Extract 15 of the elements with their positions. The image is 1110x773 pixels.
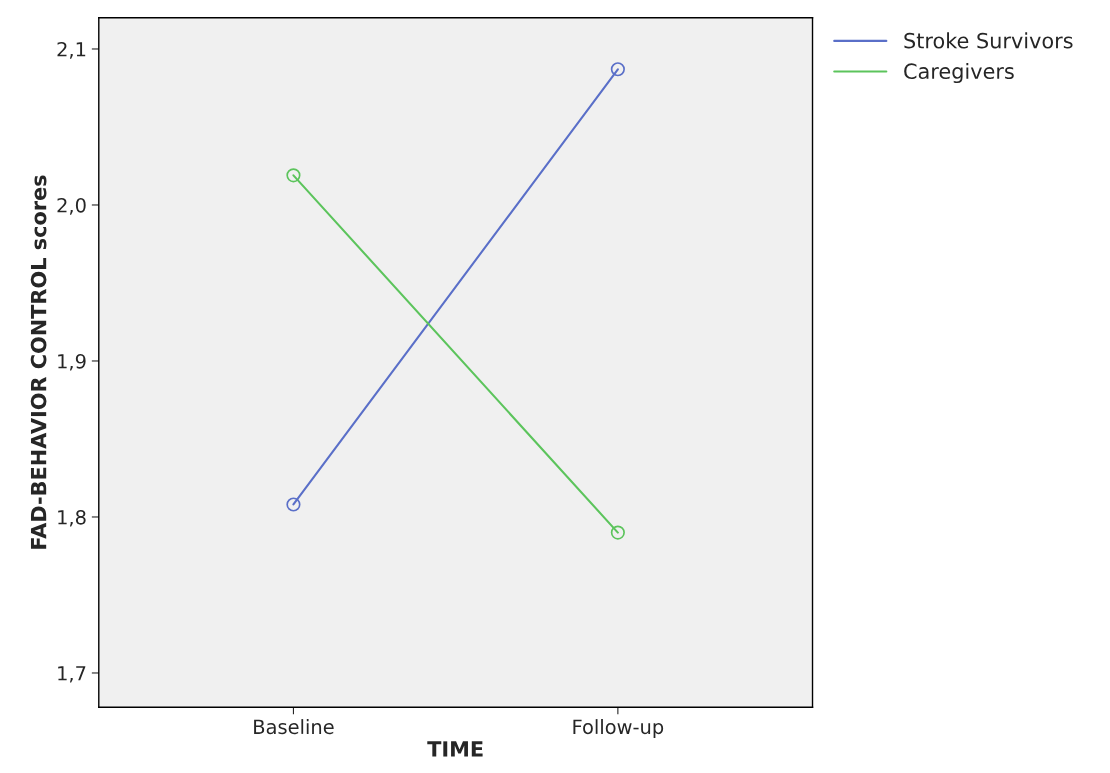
x-tick-label: Baseline bbox=[254, 719, 334, 735]
y-axis-title: FAD-BEHAVIOR CONTROL scores bbox=[30, 175, 47, 549]
legend-label: Caregivers bbox=[904, 62, 1014, 84]
point bbox=[610, 62, 625, 77]
point bbox=[286, 168, 301, 183]
y-tick-label: 1,8 bbox=[58, 509, 86, 527]
x-tick-label: Follow-up bbox=[573, 719, 664, 738]
y-tick-label: 1,7 bbox=[58, 666, 86, 683]
y-tick-label: 2,0 bbox=[57, 197, 86, 215]
point bbox=[286, 497, 301, 512]
x-axis-title: TIME bbox=[427, 741, 483, 757]
y-tick-label: 1,9 bbox=[58, 353, 86, 371]
point bbox=[610, 525, 625, 540]
y-tick-label: 2,1 bbox=[57, 41, 86, 59]
legend-label: Stroke Survivors bbox=[904, 32, 1073, 49]
